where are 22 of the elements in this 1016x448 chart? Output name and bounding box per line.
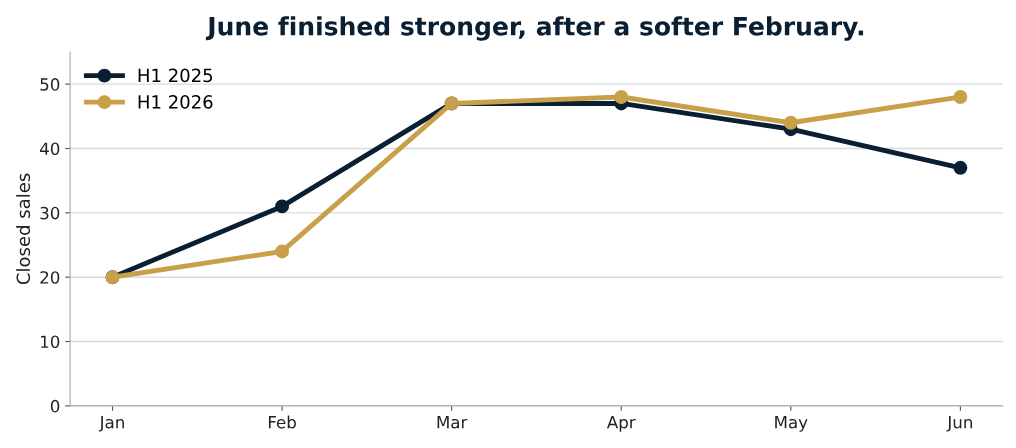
x-tick-label: May [775, 416, 808, 432]
point [783, 115, 798, 130]
y-tick-label: 40 [39, 142, 60, 156]
y-tick-label: 0 [50, 399, 60, 413]
legend-label: H1 2026 [138, 95, 213, 109]
x-tick-label: Feb [268, 415, 296, 429]
y-tick-label: 10 [41, 335, 60, 349]
point [953, 90, 968, 104]
point [953, 160, 968, 175]
point [275, 244, 290, 259]
y-tick-label: 30 [40, 206, 60, 220]
point [275, 199, 290, 214]
point [614, 90, 629, 104]
x-tick-label: Jan [98, 416, 124, 432]
x-tick-label: Mar [437, 416, 468, 429]
y-tick-label: 50 [40, 78, 60, 91]
y-axis-title: Closed sales [16, 173, 31, 285]
y-tick-label: 20 [40, 271, 60, 284]
x-tick-label: Jun [946, 416, 972, 432]
x-tick-label: Apr [606, 416, 636, 432]
legend-label: H1 2025 [138, 68, 213, 83]
chart-title: June finished stronger, after a softer February. [205, 16, 864, 41]
